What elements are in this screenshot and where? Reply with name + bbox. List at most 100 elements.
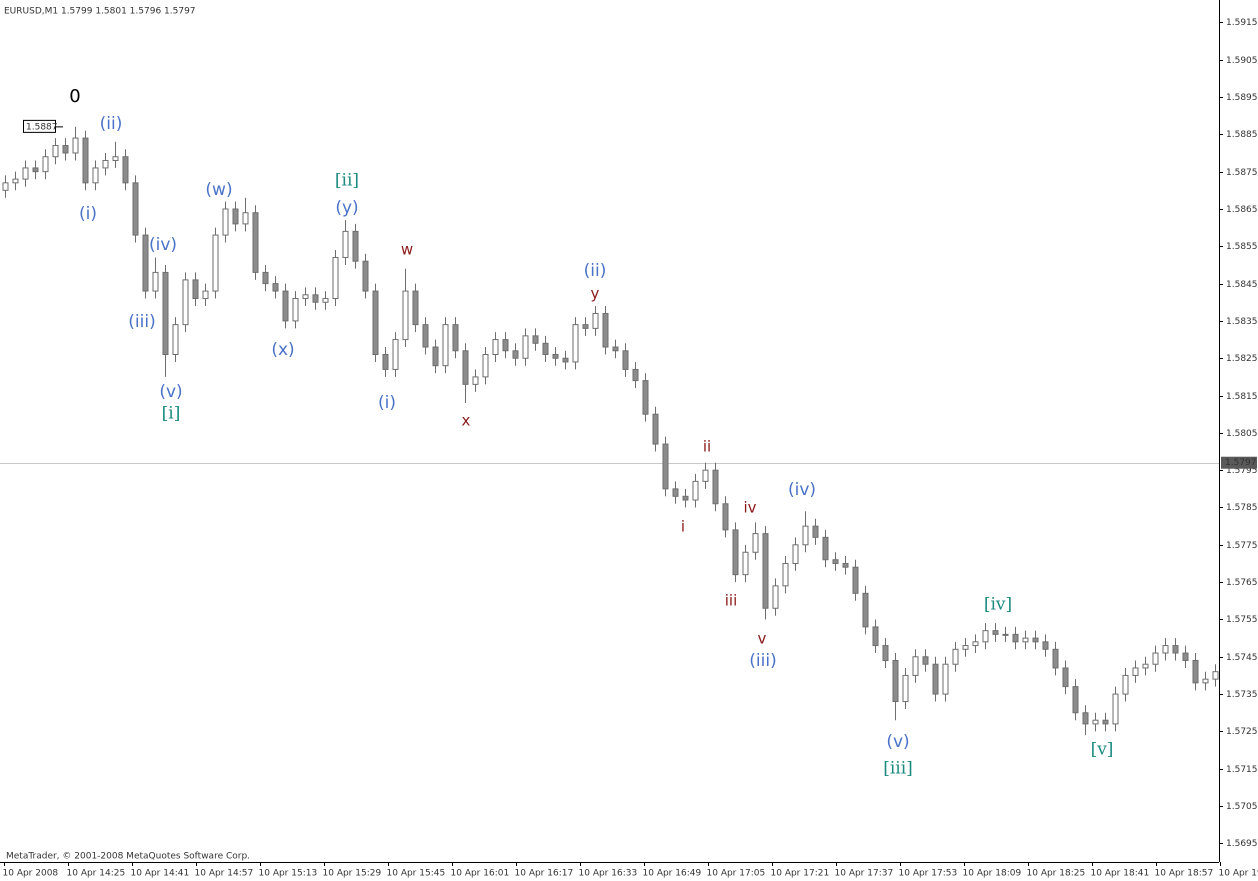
candle-body xyxy=(122,156,129,184)
candle-body xyxy=(82,137,89,184)
candle-body xyxy=(32,167,39,173)
candle-body xyxy=(282,290,289,322)
candle-body xyxy=(422,324,429,348)
candle-body xyxy=(332,256,339,300)
candle-body xyxy=(1202,678,1209,684)
y-tick-label: 1.5765 xyxy=(1226,578,1258,588)
candle-body xyxy=(1042,641,1049,650)
chart-title: EURUSD,M1 1.5799 1.5801 1.5796 1.5797 xyxy=(4,7,196,17)
wave-label: y xyxy=(591,285,600,303)
x-tick-label: 10 Apr 14:25 xyxy=(67,869,126,879)
candle-body xyxy=(532,335,539,344)
candle-body xyxy=(432,346,439,367)
wave-label: (v) xyxy=(886,732,909,752)
candle-body xyxy=(512,350,519,359)
wave-label: v xyxy=(758,630,767,648)
x-tick-label: 10 Apr 16:49 xyxy=(643,869,702,879)
candle-body xyxy=(12,178,19,184)
candle-body xyxy=(132,182,139,236)
candle-body xyxy=(762,533,769,609)
y-tick-label: 1.5835 xyxy=(1226,317,1258,327)
candle-body xyxy=(502,339,509,352)
y-tick-label: 1.5785 xyxy=(1226,503,1258,513)
x-tick-label: 10 Apr 17:21 xyxy=(771,869,830,879)
candle-body xyxy=(732,529,739,576)
candle-body xyxy=(832,559,839,564)
candle-body xyxy=(1152,652,1159,665)
candle-body xyxy=(1092,719,1099,725)
candle-body xyxy=(72,137,79,154)
candle-body xyxy=(692,480,699,501)
candle-body xyxy=(492,339,499,356)
candle-body xyxy=(542,342,549,356)
wave-label: (i) xyxy=(378,393,396,413)
candle-body xyxy=(222,208,229,236)
candle-body xyxy=(392,339,399,370)
candle-body xyxy=(862,592,869,628)
y-tick-label: 1.5825 xyxy=(1226,354,1258,364)
wave-label: 0 xyxy=(69,86,80,107)
wave-label: (iv) xyxy=(149,235,177,255)
candle-body xyxy=(1172,645,1179,654)
candle-body xyxy=(402,290,409,341)
candle-body xyxy=(642,380,649,415)
candle-body xyxy=(242,212,249,225)
y-tick-label: 1.5695 xyxy=(1226,839,1258,849)
candle-body xyxy=(612,346,619,352)
x-tick-label: 10 Apr 18:57 xyxy=(1155,869,1214,879)
x-tick-label: 10 Apr 14:41 xyxy=(131,869,190,879)
candle-body xyxy=(582,324,589,329)
candle-body xyxy=(632,368,639,382)
wave-label: (ii) xyxy=(100,114,123,134)
y-tick-label: 1.5915 xyxy=(1226,18,1258,28)
candle-body xyxy=(792,544,799,564)
footer: MetaTrader, © 2001-2008 MetaQuotes Softw… xyxy=(6,852,250,862)
wave-label: (iii) xyxy=(749,651,776,671)
candle-body xyxy=(1142,663,1149,669)
candle-body xyxy=(1082,712,1089,725)
x-tick-label: 10 Apr 16:17 xyxy=(515,869,574,879)
candle-body xyxy=(1212,671,1219,680)
current-price-label: 1.5797 xyxy=(1225,458,1257,468)
x-tick-label: 10 Apr 14:57 xyxy=(195,869,254,879)
price-label-box xyxy=(23,119,56,133)
candle-body xyxy=(1182,652,1189,661)
wave-label: [i] xyxy=(162,404,181,424)
y-tick-label: 1.5815 xyxy=(1226,392,1258,402)
candle-body xyxy=(472,376,479,385)
wave-label: (ii) xyxy=(584,261,607,281)
y-tick-label: 1.5805 xyxy=(1226,429,1258,439)
candle-body xyxy=(662,443,669,490)
candle-body xyxy=(202,290,209,300)
y-tick-label: 1.5905 xyxy=(1226,56,1258,66)
wave-label: [ii] xyxy=(335,171,359,191)
y-tick-label: 1.5725 xyxy=(1226,727,1258,737)
x-tick-label: 10 Apr 15:45 xyxy=(387,869,446,879)
candle-body xyxy=(902,674,909,703)
candle-body xyxy=(1192,659,1199,684)
candle-body xyxy=(272,283,279,292)
candle-body xyxy=(152,271,159,292)
candle-body xyxy=(592,312,599,329)
wave-label: i xyxy=(681,518,685,536)
candle-body xyxy=(482,354,489,378)
candle-body xyxy=(1132,667,1139,676)
candle-body xyxy=(712,469,719,505)
candle-body xyxy=(1062,667,1069,688)
x-tick-label: 10 Apr 15:29 xyxy=(323,869,382,879)
candle-body xyxy=(1012,633,1019,643)
candle-body xyxy=(962,645,969,650)
y-tick-label: 1.5875 xyxy=(1226,168,1258,178)
candle-body xyxy=(252,212,259,273)
wave-label: (w) xyxy=(205,180,232,200)
candle-body xyxy=(362,260,369,292)
candle-body xyxy=(652,413,659,445)
y-tick-label: 1.5755 xyxy=(1226,615,1258,625)
wave-label: (iv) xyxy=(788,480,816,500)
candle-body xyxy=(672,488,679,497)
candle-body xyxy=(312,294,319,303)
y-tick-label: 1.5775 xyxy=(1226,541,1258,551)
candle-body xyxy=(382,354,389,370)
candle-body xyxy=(462,350,469,385)
